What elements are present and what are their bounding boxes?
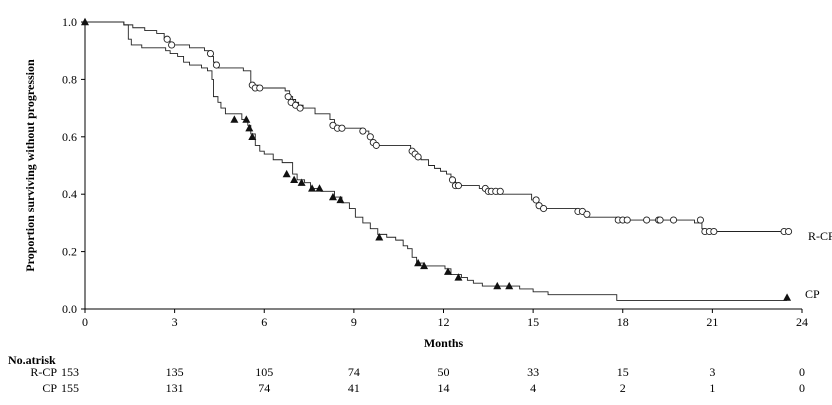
x-tick-label: 12 xyxy=(438,315,450,329)
triangle-point xyxy=(454,273,463,281)
triangle-point xyxy=(242,115,251,123)
triangle-point xyxy=(493,281,502,290)
censor-point xyxy=(540,204,548,213)
risk-row-label: R-CP xyxy=(30,365,57,379)
series-line-r-cp xyxy=(85,21,788,232)
censor-point xyxy=(256,84,264,92)
triangle-point xyxy=(282,169,291,178)
triangle-point xyxy=(375,233,384,241)
triangle-point xyxy=(420,261,429,270)
risk-count: 14 xyxy=(438,381,450,395)
triangle-point xyxy=(297,178,306,186)
risk-count: 2 xyxy=(620,381,626,395)
series-group xyxy=(81,17,793,301)
y-tick-label: 1.0 xyxy=(62,15,77,29)
risk-count: 33 xyxy=(527,365,539,379)
censor-point xyxy=(212,61,220,69)
triangle-point xyxy=(315,184,324,192)
x-tick-label: 21 xyxy=(706,315,718,329)
censor-point xyxy=(168,41,176,49)
censor-point xyxy=(785,227,793,236)
censor-point xyxy=(696,216,704,224)
risk-count: 131 xyxy=(166,381,184,395)
x-tick-label: 9 xyxy=(351,315,357,329)
triangle-point xyxy=(443,267,452,275)
censor-point xyxy=(372,141,380,149)
labels-group: R-CP CP xyxy=(805,229,832,301)
risk-count: 41 xyxy=(348,381,360,395)
censor-point xyxy=(206,50,215,58)
censor-point xyxy=(710,227,718,236)
censor-point xyxy=(623,216,631,224)
risk-count: 105 xyxy=(255,365,273,379)
censor-point xyxy=(643,216,651,224)
triangle-point xyxy=(308,184,317,192)
y-tick-label: 0.6 xyxy=(62,130,77,144)
censor-point xyxy=(669,216,678,224)
x-tick-label: 3 xyxy=(172,315,178,329)
risk-count: 74 xyxy=(348,365,360,379)
triangle-point xyxy=(290,175,299,184)
triangle-point xyxy=(328,192,337,201)
risk-row-label: CP xyxy=(42,381,57,395)
triangle-point xyxy=(81,17,89,26)
censor-point xyxy=(532,196,540,204)
x-axis-title: Months xyxy=(424,336,464,350)
x-tick-label: 18 xyxy=(617,315,629,329)
triangle-point xyxy=(248,132,257,140)
series-line-cp xyxy=(85,21,788,301)
censor-point xyxy=(296,104,304,112)
risk-table-title: No.atrisk xyxy=(8,353,56,367)
x-tick-label: 6 xyxy=(261,315,267,329)
censor-point xyxy=(414,153,422,161)
y-tick-label: 0.2 xyxy=(62,245,77,259)
risk-count: 15 xyxy=(617,365,629,379)
censor-point xyxy=(359,127,367,135)
triangle-point xyxy=(230,115,239,123)
censor-point xyxy=(656,216,664,224)
risk-count: 1 xyxy=(709,381,715,395)
y-tick-label: 0.8 xyxy=(62,72,77,86)
series-label-r-cp: R-CP xyxy=(808,229,832,243)
censor-point xyxy=(448,176,457,184)
axes: 0 3 6 9 12 15 18 21 24 0.0 0.2 0.4 0.6 0.8 1.0 Months Pr… xyxy=(23,15,808,350)
censor-point xyxy=(284,93,292,101)
y-tick-label: 0.4 xyxy=(62,187,77,201)
risk-count: 50 xyxy=(438,365,450,379)
censor-point xyxy=(496,187,504,195)
risk-count: 135 xyxy=(166,365,184,379)
triangle-point xyxy=(414,258,423,267)
triangle-point xyxy=(783,293,792,301)
censor-point xyxy=(338,124,346,132)
triangle-point xyxy=(505,281,514,290)
triangle-point xyxy=(336,195,345,204)
y-axis-title: Proportion surviving without progression xyxy=(23,59,37,272)
x-tick-label: 0 xyxy=(82,315,88,329)
censor-point xyxy=(366,133,374,141)
x-tick-label: 15 xyxy=(527,315,539,329)
y-tick-label: 0.0 xyxy=(62,302,77,316)
x-tick-label: 24 xyxy=(796,315,808,329)
risk-count: 74 xyxy=(258,381,270,395)
risk-count: 153 xyxy=(61,365,79,379)
risk-count: 3 xyxy=(709,365,715,379)
risk-count: 4 xyxy=(530,381,536,395)
triangle-point xyxy=(245,123,254,132)
series-label-cp: CP xyxy=(805,287,820,301)
risk-count: 155 xyxy=(61,381,79,395)
censor-point xyxy=(163,35,171,43)
censor-point xyxy=(583,210,591,218)
risk-count: 0 xyxy=(799,365,805,379)
risk-count: 0 xyxy=(799,381,805,395)
censor-point xyxy=(454,182,462,190)
